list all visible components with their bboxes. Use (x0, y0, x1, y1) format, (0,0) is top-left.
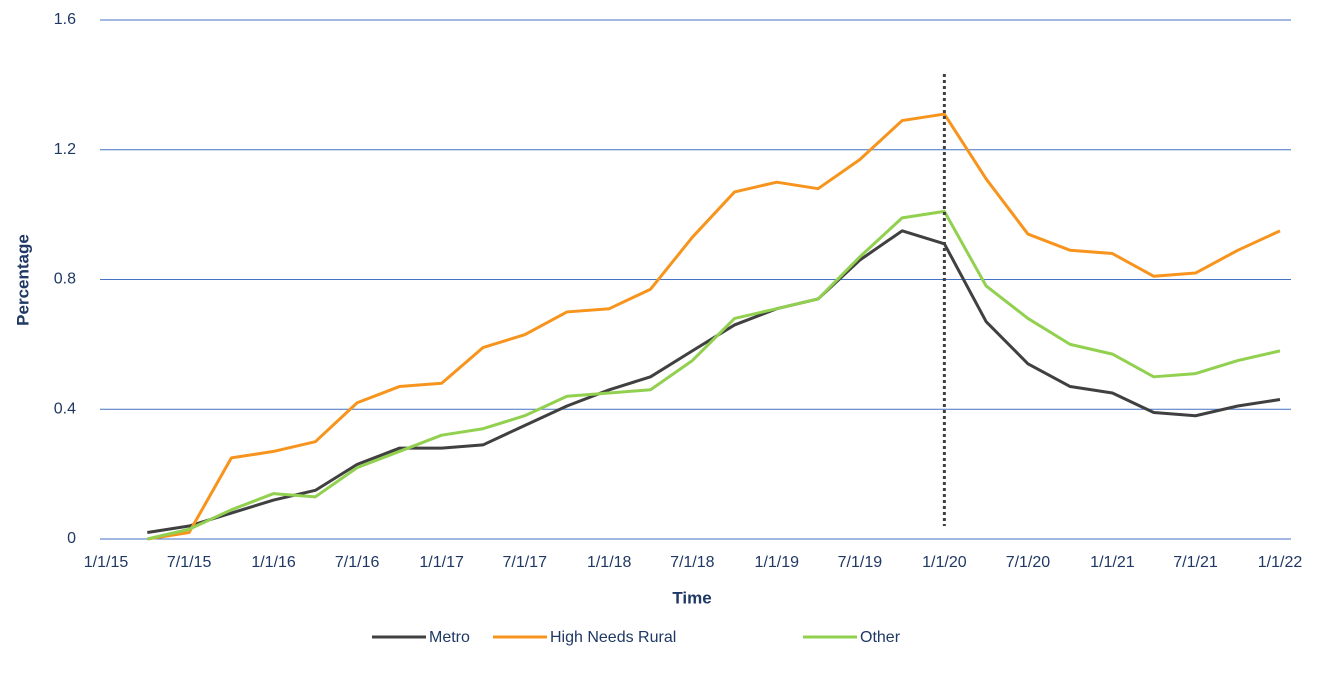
x-tick-label: 1/1/17 (419, 554, 464, 571)
x-tick-label: 7/1/18 (670, 554, 715, 571)
x-tick-label: 1/1/15 (84, 554, 129, 571)
x-axis-title: Time (672, 588, 711, 607)
x-tick-label: 7/1/17 (502, 554, 547, 571)
y-tick-label: 1.6 (54, 11, 76, 28)
y-tick-label: 0 (67, 530, 76, 547)
x-tick-label: 7/1/19 (838, 554, 883, 571)
x-tick-label: 7/1/20 (1006, 554, 1051, 571)
x-tick-label: 1/1/22 (1258, 554, 1303, 571)
y-tick-label: 0.8 (54, 271, 76, 288)
y-tick-label: 1.2 (54, 141, 76, 158)
y-tick-label: 0.4 (54, 400, 76, 417)
x-tick-label: 7/1/16 (335, 554, 380, 571)
legend-label: High Needs Rural (550, 629, 676, 646)
series-line (146, 209, 1281, 541)
legend-label: Metro (429, 629, 470, 646)
series-line (147, 112, 1281, 541)
x-tick-label: 7/1/15 (167, 554, 212, 571)
x-tick-label: 1/1/21 (1090, 554, 1135, 571)
x-tick-label: 7/1/21 (1173, 554, 1218, 571)
legend-label: Other (860, 629, 901, 646)
series-line (147, 229, 1281, 534)
x-tick-label: 1/1/19 (755, 554, 800, 571)
x-tick-label: 1/1/20 (922, 554, 967, 571)
y-axis-title: Percentage (13, 234, 32, 326)
x-tick-label: 1/1/16 (251, 554, 296, 571)
x-tick-label: 1/1/18 (587, 554, 632, 571)
